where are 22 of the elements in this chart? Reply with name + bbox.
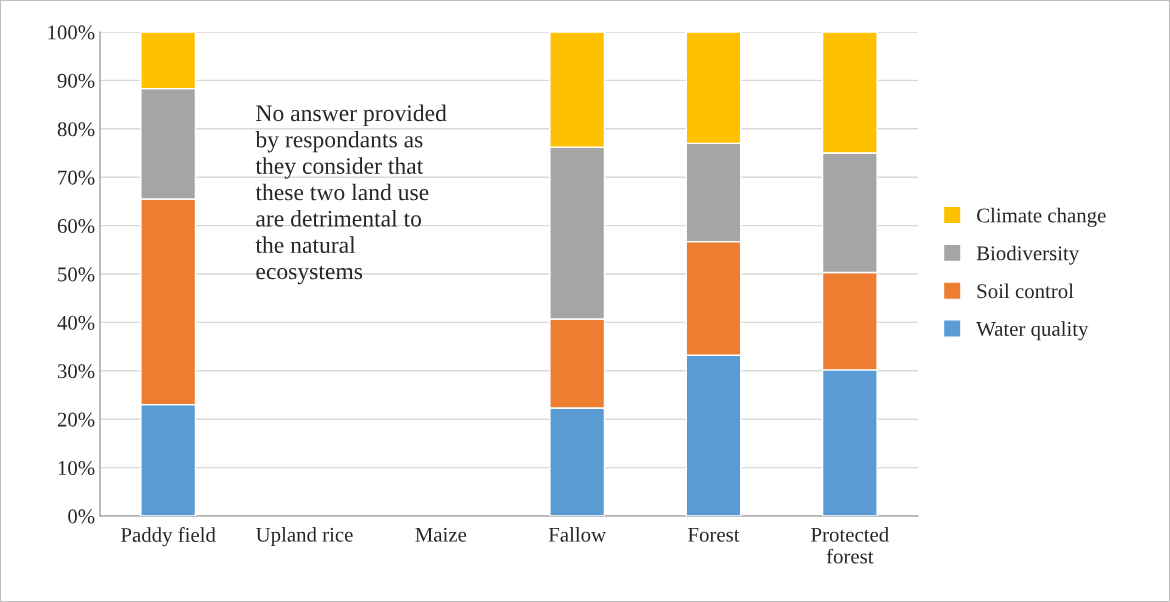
x-tick-label: Upland rice [256, 527, 353, 546]
x-tick-label: Fallow [548, 527, 607, 542]
legend-label: Soil control [977, 283, 1074, 299]
annotation: No answer provided by respondants as they consider that these two land use are detrimental to the natural ecosystems [255, 104, 447, 285]
y-tick-label: 70% [58, 170, 95, 185]
y-tick-label: 20% [57, 412, 95, 427]
y-tick-label: 50% [58, 267, 95, 282]
y-tick-label: 10% [58, 460, 95, 476]
y-tick-label: 80% [57, 122, 95, 137]
legend-label: Biodiversity [976, 245, 1080, 265]
x-tick-label: Forest [688, 527, 740, 542]
y-tick-label: 30% [57, 364, 95, 379]
y-tick-label: 0% [68, 509, 95, 524]
y-tick-label: 40% [57, 315, 95, 330]
x-tick-label: Protected forest [811, 527, 889, 564]
legend-label: Water quality [976, 321, 1089, 341]
y-tick-label: 90% [57, 73, 95, 88]
x-tick-label: Maize [415, 527, 467, 542]
y-tick-label: 60% [57, 218, 95, 234]
y-tick-label: 100% [48, 25, 95, 40]
x-tick-label: Paddy field [121, 527, 216, 547]
legend-label: Climate change [977, 207, 1106, 227]
